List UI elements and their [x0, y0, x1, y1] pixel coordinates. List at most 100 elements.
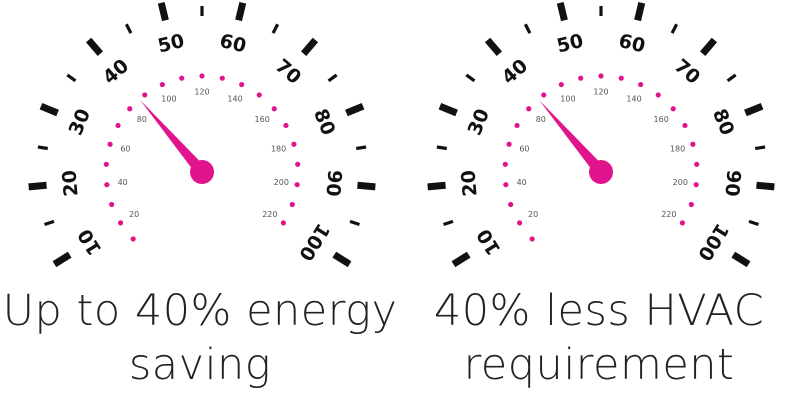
inner-scale-dot	[503, 182, 509, 188]
inner-scale-dot	[529, 236, 535, 242]
inner-scale-dot	[199, 73, 205, 79]
inner-scale-dot	[115, 122, 121, 129]
gauge-inner-label: 120	[194, 88, 209, 97]
minor-tick	[748, 219, 759, 227]
inner-scale-dot	[117, 220, 124, 226]
inner-scale-dot	[516, 220, 523, 226]
major-tick	[731, 251, 751, 268]
major-tick	[28, 181, 47, 191]
major-tick	[235, 2, 247, 22]
major-tick	[301, 37, 319, 56]
gauge-inner-label: 200	[673, 178, 688, 187]
inner-scale-dot	[109, 201, 115, 208]
minor-tick	[436, 145, 448, 151]
minor-tick	[271, 23, 280, 34]
inner-scale-dot	[618, 75, 624, 81]
gauge-outer-label: 80	[708, 106, 738, 139]
inner-scale-dot	[103, 161, 109, 167]
gauge-outer-label: 90	[321, 169, 345, 197]
inner-scale-dot	[694, 161, 700, 167]
inner-scale-dot	[655, 92, 661, 98]
gauge-inner-label: 40	[118, 178, 128, 187]
inner-scale-dot	[179, 75, 185, 81]
major-tick	[700, 37, 718, 56]
major-tick	[484, 37, 502, 56]
major-tick	[438, 102, 458, 117]
inner-scale-dot	[239, 81, 245, 88]
inner-scale-dot	[159, 81, 165, 88]
minor-tick	[754, 145, 766, 151]
gauge-caption: Up to 40% energy saving	[0, 284, 400, 392]
gauge-outer-label: 50	[555, 30, 586, 58]
major-tick	[556, 2, 568, 22]
inner-scale-dot	[289, 201, 295, 208]
inner-scale-dot	[271, 106, 277, 112]
gauge-outer-label: 100	[294, 219, 334, 264]
minor-tick	[670, 23, 679, 34]
gauge-outer-label: 100	[693, 219, 733, 264]
gauge-outer-label: 70	[670, 55, 704, 89]
minor-tick	[349, 219, 360, 227]
inner-scale-dot	[682, 122, 688, 129]
gauge-inner-label: 60	[120, 144, 130, 153]
inner-scale-dot	[127, 106, 133, 112]
gauge-outer-label: 20	[457, 169, 481, 197]
inner-scale-dot	[104, 182, 110, 188]
gauge-inner-label: 160	[654, 115, 669, 124]
gauge-inner-label: 20	[528, 210, 538, 219]
gauge-inner-label: 160	[255, 115, 270, 124]
gauge-inner-label: 20	[129, 210, 139, 219]
inner-scale-dot	[688, 201, 694, 208]
gauge-inner-label: 120	[593, 88, 608, 97]
inner-scale-dot	[295, 161, 301, 167]
inner-scale-dot	[514, 122, 520, 129]
gauge-needle	[140, 99, 207, 176]
minor-tick	[443, 219, 454, 227]
gauge-needle	[539, 99, 606, 176]
gauge-outer-label: 30	[464, 106, 494, 139]
major-tick	[427, 181, 446, 191]
inner-scale-dot	[294, 182, 300, 188]
major-tick	[756, 181, 775, 191]
inner-scale-dot	[219, 75, 225, 81]
gauge-outer-label: 90	[720, 169, 744, 197]
gauge-outer-label: 80	[309, 106, 339, 139]
inner-scale-dot	[280, 220, 287, 226]
inner-scale-dot	[130, 236, 136, 242]
gauge-inner-label: 140	[626, 95, 641, 104]
minor-tick	[124, 23, 133, 34]
gauge-inner-label: 100	[161, 95, 176, 104]
inner-scale-dot	[506, 141, 512, 147]
caption-line-2: saving	[128, 340, 272, 390]
major-tick	[157, 2, 169, 22]
gauge-inner-label: 200	[274, 178, 289, 187]
caption-line-1: 40% less HVAC	[433, 286, 765, 336]
minor-tick	[726, 73, 737, 83]
inner-scale-dot	[690, 141, 696, 147]
inner-scale-dot	[598, 73, 604, 79]
gauge-inner-label: 180	[271, 144, 286, 153]
gauge-inner-label: 180	[670, 144, 685, 153]
gauge-outer-label: 30	[65, 106, 95, 139]
gauge-inner-label: 40	[517, 178, 527, 187]
gauge-caption: 40% less HVAC requirement	[399, 284, 799, 392]
gauge-outer-label: 60	[218, 30, 249, 58]
inner-scale-dot	[508, 201, 514, 208]
gauge-outer-label: 10	[473, 225, 506, 259]
inner-scale-dot	[541, 92, 547, 98]
inner-scale-dot	[670, 106, 676, 112]
caption-line-2: requirement	[463, 340, 735, 390]
gauge-inner-label: 80	[536, 115, 546, 124]
minor-tick	[66, 73, 77, 83]
needle-hub	[190, 160, 214, 184]
gauge-outer-label: 10	[74, 225, 107, 259]
minor-tick	[327, 73, 338, 83]
needle-hub	[589, 160, 613, 184]
inner-scale-dot	[283, 122, 289, 129]
gauge-inner-label: 140	[227, 95, 242, 104]
major-tick	[52, 251, 72, 268]
gauge-outer-label: 40	[99, 55, 133, 89]
major-tick	[39, 102, 59, 117]
